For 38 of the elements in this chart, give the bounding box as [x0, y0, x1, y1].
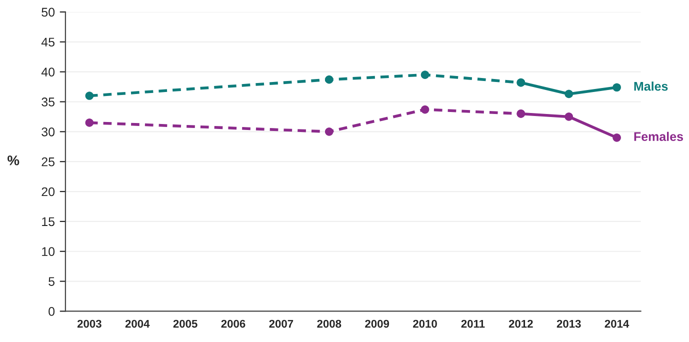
x-tick-label: 2006: [221, 320, 246, 328]
x-tick-label: 2014: [604, 320, 630, 328]
x-tick-label: 2008: [317, 320, 342, 328]
point: [612, 133, 621, 142]
y-tick-label: 45: [41, 38, 55, 47]
y-tick-label: 0: [48, 307, 55, 316]
y-axis-title: %: [8, 156, 20, 166]
y-tick-label: 5: [48, 277, 55, 286]
point: [564, 90, 574, 98]
x-tick-label: 2012: [508, 320, 533, 328]
point: [516, 78, 526, 87]
y-tick-label: 40: [41, 68, 55, 76]
point: [612, 83, 621, 92]
point: [420, 105, 430, 114]
point: [85, 92, 94, 100]
x-tick-label: 2004: [125, 320, 150, 328]
y-tick-label: 50: [42, 8, 55, 17]
point: [324, 75, 334, 84]
x-tick-label: 2003: [77, 320, 102, 328]
point: [85, 118, 94, 127]
x-tick-label: 2007: [269, 320, 294, 328]
x-tick-label: 2010: [413, 320, 437, 328]
y-tick-label: 25: [42, 157, 55, 166]
y-tick-label: 15: [42, 217, 55, 226]
y-tick-label: 10: [42, 247, 55, 256]
series-label: Males: [634, 82, 668, 91]
x-tick-label: 2009: [365, 320, 390, 328]
point: [516, 110, 526, 118]
y-tick-label: 30: [42, 127, 55, 136]
point: [564, 112, 574, 121]
y-tick-label: 35: [42, 98, 55, 106]
x-tick-label: 2005: [173, 320, 198, 328]
x-tick-label: 2011: [461, 320, 485, 328]
x-tick-label: 2013: [556, 320, 581, 328]
y-tick-label: 20: [42, 187, 55, 196]
point: [324, 128, 334, 136]
point: [420, 70, 430, 79]
series-label: Females: [634, 132, 683, 142]
